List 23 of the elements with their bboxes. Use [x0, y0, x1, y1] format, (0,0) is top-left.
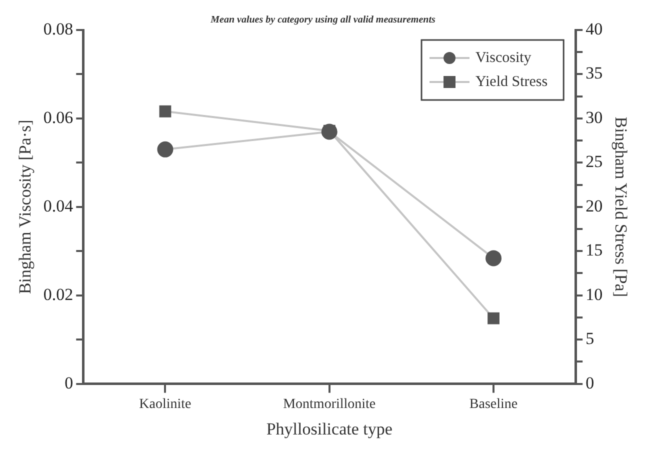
x-tick-label: Kaolinite	[139, 396, 192, 412]
chart-title: Mean values by category using all valid measurements	[210, 14, 436, 26]
y-tick-label: 0.02	[43, 284, 74, 304]
x-tick-label: Montmorillonite	[283, 396, 376, 412]
y-tick-label: 0.08	[43, 19, 74, 38]
y2-tick-label: 40	[586, 19, 603, 38]
y2-axis-title: Bingham Yield Stress [Pa]	[611, 116, 630, 298]
legend-label: Viscosity	[476, 50, 532, 66]
y-tick-label: 0	[64, 373, 74, 392]
y2-tick-label: 35	[586, 64, 603, 83]
y2-tick-label: 25	[586, 152, 603, 172]
y2-tick-label: 15	[586, 240, 603, 260]
y2-tick-label: 30	[586, 108, 603, 127]
x-axis-title: Phyllosilicate type	[266, 419, 392, 438]
y2-tick-label: 10	[586, 284, 603, 304]
y-axis-title: Bingham Viscosity [Pa·s]	[16, 120, 35, 294]
y-tick-label: 0.06	[43, 108, 74, 127]
x-tick-label: Baseline	[469, 396, 518, 412]
y2-tick-label: 0	[586, 373, 594, 392]
y-tick-label: 0.04	[43, 196, 74, 216]
y2-tick-label: 5	[586, 329, 594, 348]
y2-tick-label: 20	[586, 196, 603, 216]
legend-label: Yield Stress	[476, 74, 548, 90]
